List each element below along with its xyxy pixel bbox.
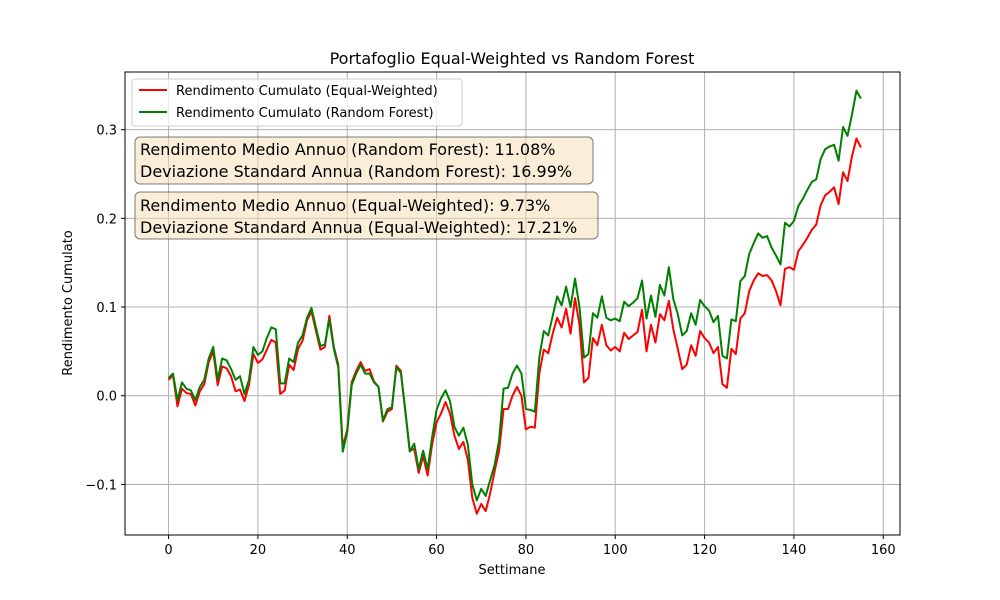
x-axis-label: Settimane (479, 563, 546, 578)
y-axis-label: Rendimento Cumulato (61, 230, 76, 376)
chart-title: Portafoglio Equal-Weighted vs Random For… (330, 49, 695, 68)
annotation-box-random-forest (134, 136, 594, 185)
x-tick-label: 120 (692, 543, 717, 558)
y-axis-ticks: −0.1 0.0 0.1 0.2 0.3 (85, 124, 125, 493)
plot-lines (167, 89, 862, 515)
y-tick-label: 0.3 (96, 124, 117, 139)
annotation-box-equal-weighted (134, 191, 599, 240)
x-tick-label: 140 (781, 543, 806, 558)
series-line-random-forest (167, 89, 862, 502)
plot-frame (124, 71, 901, 536)
legend-label-random-forest: Rendimento Cumulato (Random Forest) (176, 106, 434, 121)
x-tick-label: 160 (871, 543, 896, 558)
x-tick-label: 80 (518, 543, 535, 558)
x-tick-label: 0 (164, 543, 172, 558)
x-tick-label: 40 (339, 543, 356, 558)
series-line-equal-weighted (167, 137, 862, 515)
annotation-equal-weighted: Rendimento Medio Annuo (Equal-Weighted):… (134, 191, 599, 240)
y-tick-label: 0.1 (96, 301, 117, 316)
legend-label-equal-weighted: Rendimento Cumulato (Equal-Weighted) (176, 84, 438, 99)
legend: Rendimento Cumulato (Equal-Weighted) Ren… (131, 78, 463, 127)
legend-box (131, 78, 463, 127)
x-tick-label: 60 (428, 543, 445, 558)
annotation-rf-mean-return: Rendimento Medio Annuo (Random Forest): … (140, 140, 555, 159)
annotation-ew-std-dev: Deviazione Standard Annua (Equal-Weighte… (140, 218, 577, 237)
annotation-ew-mean-return: Rendimento Medio Annuo (Equal-Weighted):… (140, 196, 550, 215)
annotation-rf-std-dev: Deviazione Standard Annua (Random Forest… (140, 162, 572, 181)
annotation-random-forest: Rendimento Medio Annuo (Random Forest): … (134, 136, 594, 185)
y-tick-label: 0.0 (96, 390, 117, 405)
x-tick-label: 100 (603, 543, 628, 558)
x-tick-label: 20 (250, 543, 267, 558)
x-axis-ticks: 0 20 40 60 80 100 120 140 160 (164, 535, 896, 558)
y-tick-label: −0.1 (85, 478, 117, 493)
y-tick-label: 0.2 (96, 212, 117, 227)
